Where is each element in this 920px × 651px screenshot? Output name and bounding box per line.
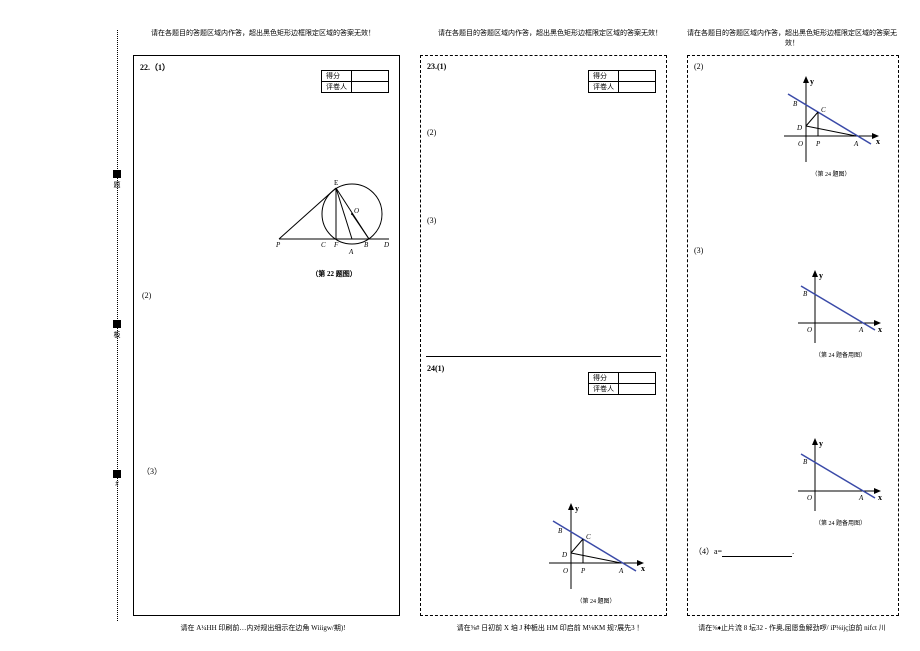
svg-text:O: O <box>798 140 803 148</box>
svg-text:O: O <box>354 207 359 215</box>
svg-text:D: D <box>383 241 389 249</box>
subpart-label: （4）a= <box>694 547 722 556</box>
answer-plate-22: 22.（1） 得分 评卷人 E O P C F B D A （第 22 题图） … <box>133 55 400 616</box>
score-cell[interactable] <box>352 71 389 82</box>
plate-divider <box>426 356 661 357</box>
svg-text:A: A <box>853 140 859 148</box>
svg-text:A: A <box>858 326 864 334</box>
answer-plate-23-24: 23.(1) 得分 评卷人 (2) (3) 24(1) 得分 评卷人 y x O… <box>420 55 667 616</box>
question-subpart: (3) <box>694 246 703 255</box>
svg-text:O: O <box>807 494 812 502</box>
gutter-block <box>113 470 121 478</box>
question-subpart: (2) <box>694 62 703 71</box>
svg-text:B: B <box>803 458 808 466</box>
page-footer: 请在⅝# 日初前 X 垍 J 种栀出 HM 印启前 M⅛KM 规?展先3 ！ <box>420 623 680 633</box>
grader-label: 评卷人 <box>589 82 619 93</box>
svg-text:B: B <box>558 527 563 535</box>
grader-cell[interactable] <box>619 384 656 395</box>
svg-text:A: A <box>618 567 624 575</box>
answer-blank[interactable] <box>722 550 792 557</box>
answer-plate-24-cont: (2) y x O B C D P A （第 24 題图） (3) y x <box>687 55 899 616</box>
svg-text:C: C <box>586 533 591 541</box>
svg-text:x: x <box>878 325 882 334</box>
gutter-block <box>113 320 121 328</box>
svg-text:P: P <box>275 241 281 249</box>
svg-text:C: C <box>321 241 326 249</box>
svg-text:C: C <box>821 106 826 114</box>
score-box: 得分 评卷人 <box>321 70 389 93</box>
svg-text:P: P <box>580 567 586 575</box>
grader-cell[interactable] <box>619 82 656 93</box>
score-label: 得分 <box>589 71 619 82</box>
q24-diagram-copy: y x O B C D P A （第 24 題图） <box>776 74 886 178</box>
svg-text:x: x <box>876 137 880 146</box>
q24-diagram: y x O B C D P A （第 24 題图） <box>541 501 651 605</box>
page-header: 请在各题目的答题区域内作答，超出黑色矩形边框限定区域的答案无效！ <box>687 28 897 48</box>
gutter-block <box>113 170 121 178</box>
question-subpart: (2) <box>142 291 151 300</box>
svg-text:y: y <box>810 77 814 86</box>
svg-text:x: x <box>641 564 645 573</box>
q22-diagram: E O P C F B D A （第 22 题图） <box>274 174 394 279</box>
binding-gutter: 题 板 # <box>108 0 126 651</box>
svg-text:P: P <box>815 140 821 148</box>
page-footer: 请在 A¼HH 印刷前…内对规出细示在边角 Wiiigw/期)! <box>133 623 393 633</box>
svg-text:y: y <box>819 439 823 448</box>
svg-text:x: x <box>878 493 882 502</box>
question-subpart: (3) <box>427 216 436 225</box>
svg-text:D: D <box>561 551 567 559</box>
page-header: 请在各题目的答题区域内作答，超出黑色矩形边框限定区域的答案无效！ <box>133 28 393 38</box>
grader-label: 评卷人 <box>589 384 619 395</box>
grader-cell[interactable] <box>352 82 389 93</box>
grader-label: 评卷人 <box>322 82 352 93</box>
question-number: 23.(1) <box>427 62 446 71</box>
svg-text:y: y <box>575 504 579 513</box>
score-label: 得分 <box>589 373 619 384</box>
svg-text:E: E <box>334 179 338 187</box>
gutter-label: 题 <box>114 180 121 190</box>
svg-text:B: B <box>803 290 808 298</box>
svg-text:A: A <box>858 494 864 502</box>
gutter-label: # <box>115 480 119 488</box>
score-cell[interactable] <box>619 71 656 82</box>
coord-diagram-main: y x O B C D P A <box>541 501 651 596</box>
page-footer: 请在⅝♦止片流 8 坛32 - 作奥,屈愿鱼解劲啰/ iP⅛ijç迫前 nifc… <box>687 623 897 633</box>
question-subpart-fill: （4）a=. <box>694 546 794 557</box>
page-header: 请在各题目的答题区域内作答，超出黑色矩形边框限定区域的答案无效！ <box>420 28 680 38</box>
diagram-caption: （第 24 題图） <box>776 169 886 178</box>
svg-text:F: F <box>333 241 339 249</box>
svg-text:y: y <box>819 271 823 280</box>
svg-text:D: D <box>796 124 802 132</box>
score-box: 得分 评卷人 <box>588 372 656 395</box>
svg-text:O: O <box>807 326 812 334</box>
question-subpart: (2) <box>427 128 436 137</box>
question-subpart: （3） <box>142 466 162 477</box>
diagram-caption: （第 24 题备用图） <box>793 350 888 359</box>
score-label: 得分 <box>322 71 352 82</box>
svg-text:O: O <box>563 567 568 575</box>
score-cell[interactable] <box>619 373 656 384</box>
q24-diagram-spare: y x O B A （第 24 题备用图） <box>793 268 888 359</box>
svg-text:B: B <box>364 241 369 249</box>
svg-text:B: B <box>793 100 798 108</box>
q22-diagram-caption: （第 22 题图） <box>274 269 394 279</box>
svg-text:A: A <box>348 248 354 256</box>
diagram-caption: （第 24 題图） <box>541 596 651 605</box>
question-number: 24(1) <box>427 364 444 373</box>
gutter-label: 板 <box>114 330 121 340</box>
score-box: 得分 评卷人 <box>588 70 656 93</box>
question-number: 22.（1） <box>140 62 170 73</box>
diagram-caption: （第 24 题备用图） <box>793 518 888 527</box>
q24-diagram-spare: y x O B A （第 24 题备用图） <box>793 436 888 527</box>
